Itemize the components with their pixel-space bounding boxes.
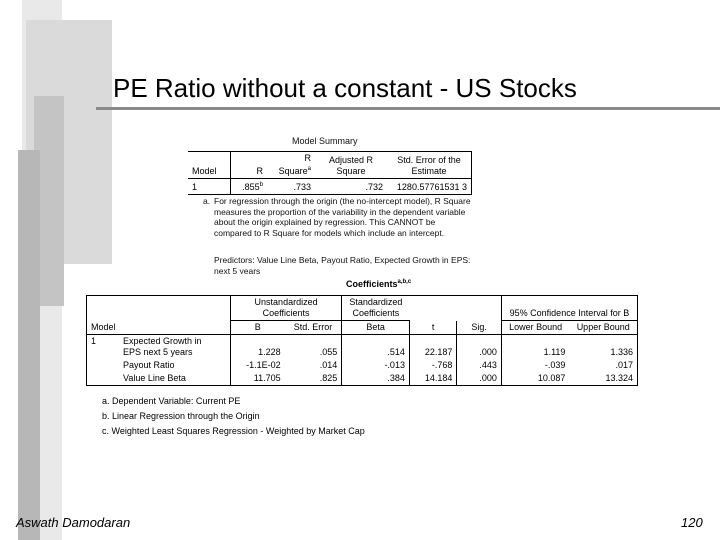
- coef-row-label: Payout Ratio: [86, 359, 231, 372]
- coef-blank-cell: [86, 295, 231, 321]
- ms-header-std-error: Std. Error of the Estimate: [387, 151, 472, 179]
- coef-header-lower: Lower Bound: [500, 320, 570, 335]
- coef-row-name: Payout Ratio: [123, 360, 175, 370]
- author-footer: Aswath Damodaran: [16, 515, 131, 530]
- ms-header-model: Model: [188, 151, 231, 179]
- coef-upper: 13.324: [569, 372, 639, 386]
- coef-header-t: t: [408, 320, 457, 335]
- ms-r-value: .855b: [230, 178, 267, 195]
- coef-beta: -.013: [341, 359, 410, 372]
- coef-footnote-c: c. Weighted Least Squares Regression - W…: [102, 426, 365, 436]
- ms-header-r-square-text: R Square: [278, 153, 311, 176]
- coef-upper: 1.336: [569, 334, 639, 359]
- coef-blank-t: [409, 295, 457, 321]
- coef-t: 22.187: [408, 334, 457, 359]
- coef-header-std-error: Std. Error: [284, 320, 342, 335]
- coef-sig: .000: [456, 372, 502, 386]
- coef-row-label: Value Line Beta: [86, 372, 231, 386]
- coef-sig: .443: [456, 359, 502, 372]
- ms-model-value: 1: [188, 178, 231, 195]
- coef-row-name: Expected Growth in EPS next 5 years: [123, 336, 202, 357]
- ms-header-r: R: [230, 151, 267, 179]
- coef-b: -1.1E-02: [229, 359, 285, 372]
- coef-header-standardized: Standardized Coefficients: [341, 295, 410, 321]
- coef-row-name: Value Line Beta: [123, 373, 186, 383]
- coef-b: 11.705: [229, 372, 285, 386]
- coef-b: 1.228: [229, 334, 285, 359]
- coef-row: 1 Expected Growth in EPS next 5 years 1.2…: [86, 334, 639, 359]
- coefficients-caption-sup: a,b,c: [397, 279, 412, 285]
- coef-header-unstandardized: Unstandardized Coefficients: [229, 295, 342, 321]
- ms-r-value-text: .855: [242, 182, 260, 192]
- coef-se: .014: [319, 360, 338, 370]
- decor-bar-4: [18, 150, 40, 540]
- ms-r-sup: b: [259, 182, 263, 188]
- note-b-text: Predictors: Value Line Beta, Payout Rati…: [214, 255, 471, 274]
- model-summary-note-b: b. Predictors: Value Line Beta, Payout R…: [214, 255, 472, 274]
- coef-footnote-a: a. Dependent Variable: Current PE: [102, 396, 241, 406]
- coef-t: 14.184: [408, 372, 457, 386]
- coefficients-caption-text: Coefficients: [346, 279, 398, 289]
- slide-title: PE Ratio without a constant - US Stocks: [113, 73, 577, 103]
- coef-lower: -.039: [500, 359, 570, 372]
- ms-header-r-square-sup: a: [307, 166, 311, 172]
- coef-blank-sig: [456, 295, 502, 321]
- coef-se: .055: [319, 347, 338, 357]
- coef-header-model: Model: [86, 320, 231, 335]
- coef-lower: 10.087: [500, 372, 570, 386]
- coefficients-table: Unstandardized Coefficients Standardized…: [86, 295, 639, 386]
- coef-header-b: B: [229, 320, 285, 335]
- coef-beta: .514: [341, 334, 410, 359]
- model-summary-caption: Model Summary: [292, 136, 358, 146]
- ms-header-adj-r-square: Adjusted R Square: [315, 151, 387, 179]
- model-summary-row: 1 .855b .733 .732 1280.57761531 3: [188, 178, 472, 195]
- coef-sub-header-row: Model B Std. Error Beta t Sig. Lower Bou…: [86, 320, 639, 335]
- coefficients-caption: Coefficientsa,b,c: [346, 279, 411, 289]
- coef-group-header-row: Unstandardized Coefficients Standardized…: [86, 295, 639, 321]
- coef-header-ci: 95% Confidence Interval for B: [500, 295, 639, 321]
- model-summary-table: Model R R Squarea Adjusted R Square Std.…: [188, 151, 472, 195]
- ms-header-r-square: R Squarea: [267, 151, 315, 179]
- model-summary-header-row: Model R R Squarea Adjusted R Square Std.…: [188, 151, 472, 179]
- coef-footnote-b: b. Linear Regression through the Origin: [102, 411, 260, 421]
- coef-model-number: 1: [91, 336, 97, 346]
- coef-lower: 1.119: [500, 334, 570, 359]
- ms-std-error-value: 1280.57761531 3: [387, 178, 472, 195]
- coef-row-label: 1 Expected Growth in EPS next 5 years: [86, 334, 231, 359]
- coef-header-beta: Beta: [341, 320, 410, 335]
- coef-beta: .384: [341, 372, 410, 386]
- ms-r-square-value: .733: [267, 178, 315, 195]
- coef-upper: .017: [569, 359, 639, 372]
- note-a-letter: a.: [203, 196, 211, 206]
- coef-sig: .000: [456, 334, 502, 359]
- coef-se: .825: [284, 372, 342, 386]
- page-number: 120: [681, 515, 703, 530]
- coef-row: Payout Ratio -1.1E-02 .014 -.013 -.768 .…: [86, 359, 639, 372]
- ms-adj-r-square-value: .732: [315, 178, 387, 195]
- note-a-text: For regression through the origin (the n…: [214, 196, 471, 238]
- title-rule: [96, 107, 720, 110]
- coef-row: Value Line Beta 11.705 .825 .384 14.184 …: [86, 372, 639, 386]
- coef-header-upper: Upper Bound: [569, 320, 639, 335]
- coef-header-sig: Sig.: [456, 320, 502, 335]
- model-summary-note-a: a. For regression through the origin (th…: [203, 196, 472, 238]
- coef-t: -.768: [408, 359, 457, 372]
